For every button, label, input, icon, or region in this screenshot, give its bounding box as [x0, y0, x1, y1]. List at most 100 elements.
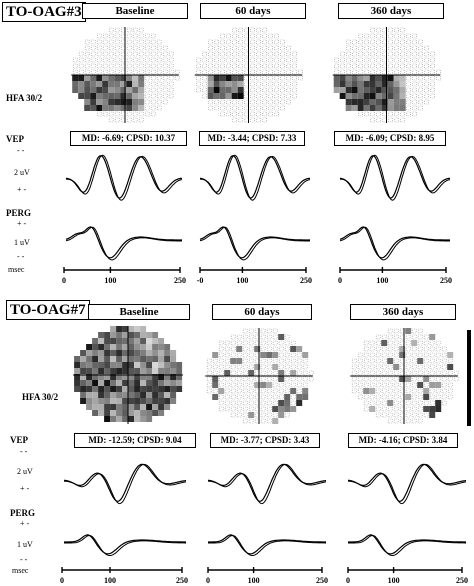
- axis-tick-label: 100: [236, 276, 248, 285]
- waveform-trace: [208, 534, 326, 555]
- vep-waveform: [347, 463, 467, 505]
- polarity-marker: + -: [20, 484, 30, 493]
- waveform-trace: [63, 463, 187, 505]
- axis-tick-label: 250: [174, 276, 186, 285]
- perg-scale-label: 1 uV: [14, 238, 30, 247]
- axis-tick-label: 100: [376, 276, 388, 285]
- visual-field-plot: [71, 27, 180, 123]
- time-axis: 0 100 250: [62, 267, 186, 285]
- vep-waveform: [65, 154, 183, 201]
- vep-waveform: [207, 463, 327, 505]
- polarity-marker: - -: [17, 146, 25, 155]
- hfa-label: HFA 30/2: [22, 392, 59, 402]
- waveform-trace: [347, 463, 467, 502]
- axis-tick-label: 100: [104, 276, 116, 285]
- perg-waveform: [208, 534, 326, 556]
- waveform-trace: [339, 154, 451, 201]
- waveform-trace: [63, 463, 187, 502]
- axis-tick-label: 100: [388, 576, 400, 585]
- polarity-marker: + -: [17, 219, 27, 228]
- visit-header-60-days: 60 days: [200, 3, 306, 19]
- waveform-trace: [339, 226, 450, 261]
- md-cpsd-box: MD: -12.59; CPSD: 9.04: [74, 433, 196, 448]
- visit-header-baseline: Baseline: [82, 3, 188, 19]
- field-cells: [74, 326, 183, 422]
- perg-waveform: [64, 534, 186, 556]
- waveform-trace: [199, 226, 310, 261]
- axis-tick-label: 250: [440, 276, 452, 285]
- patient-id-label: TO-OAG#3: [2, 2, 86, 22]
- perg-waveform: [339, 226, 450, 261]
- visit-header-baseline: Baseline: [88, 304, 190, 320]
- waveform-trace: [65, 226, 182, 259]
- visual-field-plot: [205, 328, 314, 424]
- waveform-trace: [64, 534, 186, 556]
- waveform-trace: [65, 226, 182, 261]
- waveform-trace: [207, 463, 327, 505]
- visual-field-plot: [350, 328, 459, 424]
- vep-label: VEP: [6, 134, 24, 144]
- vep-label: VEP: [10, 435, 28, 445]
- visit-header-60-days: 60 days: [212, 304, 312, 320]
- axis-tick-label: 250: [176, 576, 188, 585]
- perg-waveform: [65, 226, 182, 261]
- visit-header-360-days: 360 days: [338, 3, 444, 19]
- axis-tick-label: 0: [206, 576, 210, 585]
- md-cpsd-box: MD: -4.16; CPSD: 3.84: [348, 433, 458, 448]
- time-unit-label: msec: [12, 566, 29, 575]
- axis-tick-label: 250: [300, 276, 312, 285]
- vep-scale-label: 2 uV: [14, 168, 30, 177]
- visit-header-360-days: 360 days: [350, 304, 456, 320]
- polarity-marker: - -: [20, 447, 28, 456]
- waveform-trace: [339, 155, 451, 199]
- perg-label: PERG: [6, 208, 32, 218]
- waveform-trace: [199, 226, 310, 259]
- polarity-marker: + -: [20, 519, 30, 528]
- page-edge-bar: [467, 330, 471, 426]
- waveform-trace: [347, 463, 467, 505]
- waveform-trace: [65, 154, 183, 201]
- waveform-trace: [64, 534, 186, 555]
- waveform-trace: [199, 155, 311, 199]
- visual-field-plot: [73, 326, 183, 424]
- md-cpsd-box: MD: -3.44; CPSD: 7.33: [199, 131, 305, 146]
- axis-tick-label: -0: [197, 276, 204, 285]
- perg-waveform: [348, 534, 466, 556]
- axis-tick-label: 0: [62, 276, 66, 285]
- waveform-trace: [208, 534, 326, 556]
- time-axis: -0 100 250: [197, 267, 312, 285]
- axis-tick-label: 0: [60, 576, 64, 585]
- axis-tick-label: 100: [104, 576, 116, 585]
- waveform-trace: [339, 226, 450, 259]
- vep-waveform: [339, 154, 451, 201]
- time-axis: 0 100 250: [60, 567, 188, 585]
- vep-waveform: [63, 463, 187, 505]
- field-cells: [206, 328, 314, 424]
- perg-scale-label: 1 uV: [17, 540, 33, 549]
- axis-tick-label: 250: [456, 576, 468, 585]
- waveform-trace: [199, 154, 311, 201]
- time-axis: 0 100 250: [346, 567, 468, 585]
- hfa-label: HFA 30/2: [6, 93, 43, 103]
- time-axis: 0 100 250: [206, 567, 328, 585]
- axis-tick-label: 0: [346, 576, 350, 585]
- visual-field-plot: [194, 27, 303, 123]
- md-cpsd-box: MD: -6.09; CPSD: 8.95: [334, 131, 446, 146]
- time-axis: 0 100 250: [338, 267, 452, 285]
- visual-field-plot: [332, 27, 441, 123]
- waveform-trace: [65, 155, 183, 199]
- md-cpsd-box: MD: -3.77; CPSD: 3.43: [210, 433, 320, 448]
- perg-label: PERG: [10, 508, 36, 518]
- polarity-marker: + -: [17, 185, 27, 194]
- md-cpsd-box: MD: -6.69; CPSD: 10.37: [70, 131, 187, 146]
- vep-waveform: [199, 154, 311, 201]
- axis-tick-label: 0: [338, 276, 342, 285]
- waveform-trace: [348, 534, 466, 555]
- axis-tick-label: 250: [316, 576, 328, 585]
- waveform-trace: [348, 534, 466, 556]
- polarity-marker: - -: [17, 252, 25, 261]
- waveform-trace: [207, 463, 327, 502]
- polarity-marker: - -: [20, 555, 28, 564]
- field-cells: [351, 328, 459, 424]
- patient-id-label: TO-OAG#7: [6, 300, 90, 320]
